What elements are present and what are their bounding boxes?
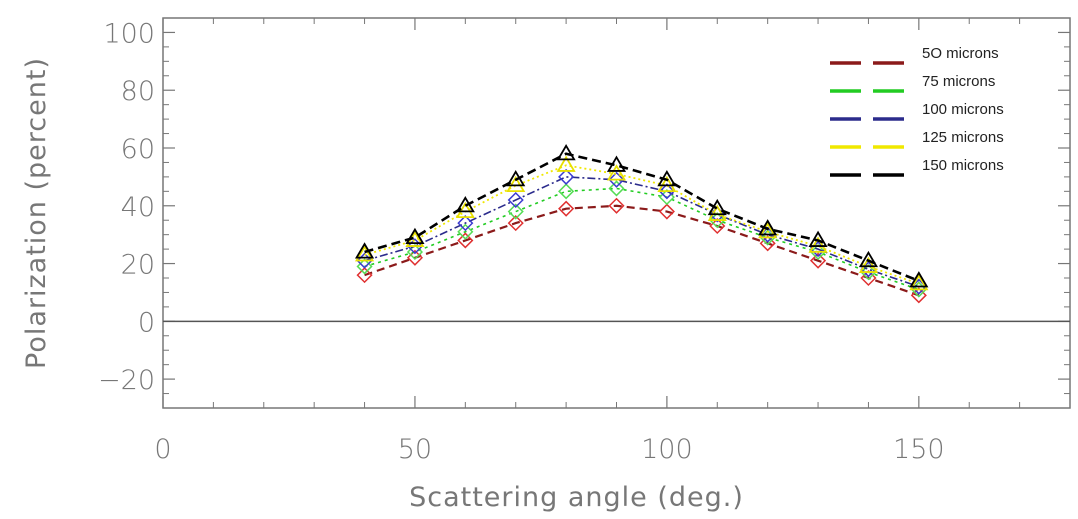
series-3 bbox=[356, 168, 927, 295]
y-tick-label: 0 bbox=[138, 307, 155, 338]
data-point-diamond bbox=[406, 249, 424, 266]
data-point-diamond bbox=[860, 264, 877, 281]
y-axis-title: Polarization (percent) bbox=[21, 57, 52, 369]
data-point-triangle bbox=[758, 219, 778, 236]
data-point-triangle bbox=[707, 198, 727, 216]
data-point-diamond bbox=[457, 232, 474, 249]
data-point-triangle bbox=[808, 230, 828, 247]
y-tick-label: 100 bbox=[103, 18, 155, 49]
legend: 5O microns 75 microns 100 microns 125 micro… bbox=[830, 45, 1004, 177]
series-5 bbox=[354, 144, 929, 288]
data-point-diamond bbox=[809, 243, 827, 261]
data-point-diamond bbox=[356, 267, 373, 284]
data-point-triangle bbox=[354, 245, 375, 262]
series-layer bbox=[354, 144, 929, 304]
series-line bbox=[364, 164, 920, 285]
data-point-diamond bbox=[558, 183, 575, 200]
x-tick-label: 150 bbox=[893, 434, 945, 465]
legend-label: 100 microns bbox=[922, 101, 1004, 118]
data-point-diamond bbox=[709, 212, 726, 229]
legend-label: 75 microns bbox=[922, 73, 995, 90]
series-2 bbox=[356, 180, 927, 298]
data-point-triangle bbox=[858, 256, 879, 273]
data-point-triangle bbox=[455, 201, 475, 219]
series-1 bbox=[356, 197, 927, 304]
series-line bbox=[364, 187, 920, 291]
x-tick-label: 0 bbox=[154, 434, 171, 465]
data-point-diamond bbox=[709, 206, 726, 223]
x-axis-title: Scattering angle (deg.) bbox=[409, 482, 744, 513]
series-line bbox=[364, 204, 920, 297]
data-point-diamond bbox=[457, 223, 474, 240]
data-point-diamond bbox=[507, 215, 524, 232]
y-tick-label: 60 bbox=[121, 134, 155, 165]
x-tick-label: 100 bbox=[641, 434, 693, 465]
data-point-diamond bbox=[910, 287, 927, 304]
series-line bbox=[364, 176, 920, 288]
data-point-diamond bbox=[608, 197, 625, 214]
data-point-triangle bbox=[909, 271, 929, 288]
series-4 bbox=[354, 155, 929, 291]
legend-label: 150 microns bbox=[922, 157, 1004, 174]
data-point-triangle bbox=[506, 175, 526, 193]
data-point-triangle bbox=[657, 170, 677, 187]
data-point-triangle bbox=[657, 175, 677, 193]
data-point-triangle bbox=[606, 155, 627, 172]
data-point-triangle bbox=[354, 242, 375, 259]
data-point-diamond bbox=[759, 235, 776, 252]
legend-label: 125 microns bbox=[922, 129, 1004, 146]
legend-label: 5O microns bbox=[922, 45, 999, 62]
data-point-triangle bbox=[606, 164, 627, 181]
y-tick-label: 20 bbox=[121, 250, 155, 281]
y-tick-label: −20 bbox=[98, 365, 155, 396]
data-point-diamond bbox=[658, 189, 675, 206]
data-point-diamond bbox=[507, 191, 524, 209]
data-point-triangle bbox=[858, 250, 879, 268]
y-tick-label: 40 bbox=[121, 192, 155, 223]
data-point-triangle bbox=[506, 170, 526, 187]
data-point-diamond bbox=[608, 171, 625, 188]
data-point-diamond bbox=[608, 180, 625, 197]
series-line bbox=[364, 152, 920, 283]
data-point-triangle bbox=[556, 155, 576, 172]
data-point-diamond bbox=[406, 243, 424, 261]
data-point-triangle bbox=[556, 144, 576, 161]
y-tick-label: 80 bbox=[121, 76, 155, 107]
data-point-diamond bbox=[709, 217, 726, 235]
data-point-triangle bbox=[808, 236, 828, 253]
data-point-triangle bbox=[405, 227, 425, 245]
axis-ticks: 0 50 100 150 −20 0 20 40 60 80 100 bbox=[98, 17, 1071, 465]
data-point-diamond bbox=[809, 252, 827, 269]
data-point-diamond bbox=[507, 203, 524, 220]
data-point-diamond bbox=[558, 200, 575, 217]
data-point-diamond bbox=[658, 203, 675, 220]
data-point-triangle bbox=[758, 222, 778, 239]
data-point-triangle bbox=[909, 274, 929, 291]
data-point-diamond bbox=[558, 168, 575, 185]
data-point-triangle bbox=[455, 196, 475, 213]
data-point-triangle bbox=[707, 204, 727, 221]
data-point-diamond bbox=[356, 258, 373, 275]
x-tick-label: 50 bbox=[398, 434, 432, 465]
data-point-diamond bbox=[860, 269, 877, 287]
data-point-diamond bbox=[457, 215, 474, 232]
